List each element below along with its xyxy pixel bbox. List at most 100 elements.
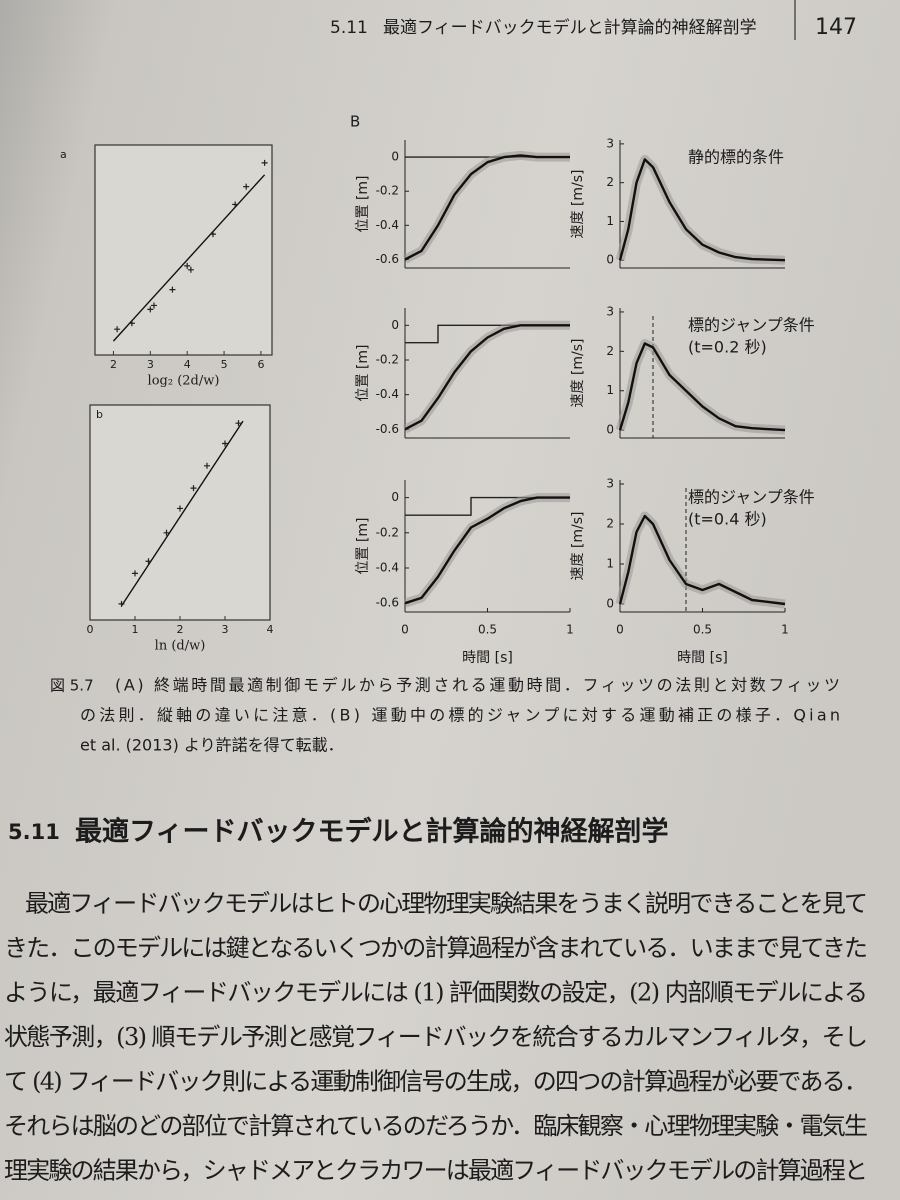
body-line: 最適フィードバックモデルはヒトの心理物理実験結果をうまく説明できることを見て [25, 890, 868, 918]
y-axis-label: 速度 [m/s] [570, 511, 586, 580]
x-tick-label: 0.5 [693, 623, 712, 637]
x-tick-label: 2 [110, 358, 117, 371]
data-point [190, 485, 197, 492]
data-point [132, 570, 138, 577]
y-tick-label: 1 [606, 383, 614, 397]
fit-line [120, 420, 244, 607]
data-point [163, 529, 170, 536]
x-axis-label: log₂ (2d/w) [148, 374, 220, 389]
y-axis-label: 速度 [m/s] [570, 338, 586, 407]
data-point [232, 201, 239, 208]
y-tick-label: 3 [606, 477, 614, 491]
mean-line [404, 324, 570, 431]
panel-label: B [350, 113, 360, 131]
y-tick-label: -0.6 [376, 252, 399, 266]
mean-line [618, 514, 786, 606]
mean-line [404, 154, 570, 261]
data-point [147, 306, 154, 313]
body-line: 理実験の結果から，シャドメアとクラカワーは最適フィードバックモデルの計算過程と [4, 1157, 868, 1185]
body-text: 最適フィードバックモデルはヒトの心理物理実験結果をうまく説明できることを見てきた… [4, 890, 868, 1185]
subplot-label: b [96, 408, 103, 421]
x-axis-label: ln (d/w) [155, 639, 206, 654]
data-point [114, 326, 121, 333]
annotation: 標的ジャンプ条件 [688, 488, 815, 507]
y-tick-label: -0.6 [376, 422, 399, 436]
y-tick-label: -0.4 [376, 561, 399, 575]
y-tick-label: 0 [606, 253, 614, 267]
y-axis-label: 位置 [m] [355, 344, 371, 401]
page-number: 147 [815, 15, 857, 40]
caption-line: et al. (2013) より許諾を得て転載． [80, 736, 344, 755]
y-tick-label: -0.2 [376, 525, 399, 539]
body-line: 状態予測，(3) 順モデル予測と感覚フィードバックを統合するカルマンフィルタ，そ… [4, 1023, 868, 1051]
data-point [145, 558, 152, 565]
data-point [151, 302, 157, 309]
x-tick-label: 4 [184, 358, 191, 371]
mean-line [618, 158, 786, 262]
y-tick-label: -0.4 [376, 387, 399, 401]
y-axis-label: 速度 [m/s] [570, 169, 586, 238]
x-axis-label: 時間 [s] [462, 650, 513, 666]
y-tick-label: 3 [606, 136, 614, 150]
data-point [210, 231, 216, 238]
data-point [235, 420, 242, 427]
x-tick-label: 1 [781, 623, 789, 637]
annotation: (t=0.4 秒) [688, 510, 767, 529]
caption-line: (A) 終端時間最適制御モデルから予測される運動時間．フィッツの法則と対数フィッ… [115, 676, 840, 695]
section-number: 5.11 [8, 820, 60, 844]
y-tick-label: 2 [606, 175, 614, 189]
section-title: 最適フィードバックモデルと計算論的神経解剖学 [75, 816, 668, 848]
subplot-label: a [60, 148, 67, 161]
y-tick-label: 0 [391, 490, 399, 504]
x-axis-label: 時間 [s] [677, 650, 728, 666]
plot-frame [94, 144, 273, 356]
caption-label: 図 5.7 [50, 677, 94, 695]
y-tick-label: -0.2 [376, 184, 399, 198]
data-point [128, 320, 135, 327]
annotation: 静的標的条件 [688, 148, 784, 167]
y-tick-label: -0.6 [376, 596, 399, 610]
data-point [118, 600, 125, 607]
data-point [222, 440, 228, 447]
y-axis-label: 位置 [m] [355, 517, 371, 574]
plot-frame [89, 404, 271, 621]
x-tick-label: 0 [87, 623, 94, 636]
x-tick-label: 6 [257, 358, 264, 371]
data-point [184, 262, 191, 269]
body-line: きた．このモデルには鍵となるいくつかの計算過程が含まれている．いままで見てきた [4, 934, 868, 962]
annotation: 標的ジャンプ条件 [688, 316, 815, 335]
x-tick-label: 5 [221, 358, 228, 371]
body-line: て (4) フィードバック則による運動制御信号の生成，の四つの計算過程が必要であ… [4, 1068, 868, 1096]
x-tick-label: 0 [616, 623, 624, 637]
y-tick-label: 0 [391, 150, 399, 164]
mean-line [618, 342, 786, 432]
body-line: ように，最適フィードバックモデルには (1) 評価関数の設定，(2) 内部順モデ… [4, 979, 868, 1007]
x-tick-label: 1 [566, 623, 574, 637]
x-tick-label: 0 [401, 623, 409, 637]
data-point [169, 286, 176, 293]
y-tick-label: 0 [606, 423, 614, 437]
x-tick-label: 0.5 [478, 623, 497, 637]
data-point [243, 183, 250, 190]
fit-line [112, 174, 266, 342]
y-tick-label: 2 [606, 517, 614, 531]
y-axis-label: 位置 [m] [355, 175, 371, 232]
y-tick-label: 1 [606, 557, 614, 571]
body-line: それらは脳のどの部位で計算されているのだろうか．臨床観察・心理物理実験・電気生 [4, 1112, 868, 1140]
x-tick-label: 4 [267, 623, 274, 636]
data-point [187, 266, 194, 273]
y-tick-label: 2 [606, 344, 614, 358]
y-tick-label: 1 [606, 214, 614, 228]
y-tick-label: 0 [391, 318, 399, 332]
data-point [177, 505, 183, 512]
x-tick-label: 2 [177, 623, 184, 636]
y-tick-label: 3 [606, 304, 614, 318]
y-tick-label: -0.2 [376, 353, 399, 367]
header-section: 5.11 [330, 18, 368, 38]
data-point [204, 462, 210, 469]
y-tick-label: 0 [606, 597, 614, 611]
mean-line [404, 496, 570, 605]
header-title: 最適フィードバックモデルと計算論的神経解剖学 [383, 17, 757, 38]
